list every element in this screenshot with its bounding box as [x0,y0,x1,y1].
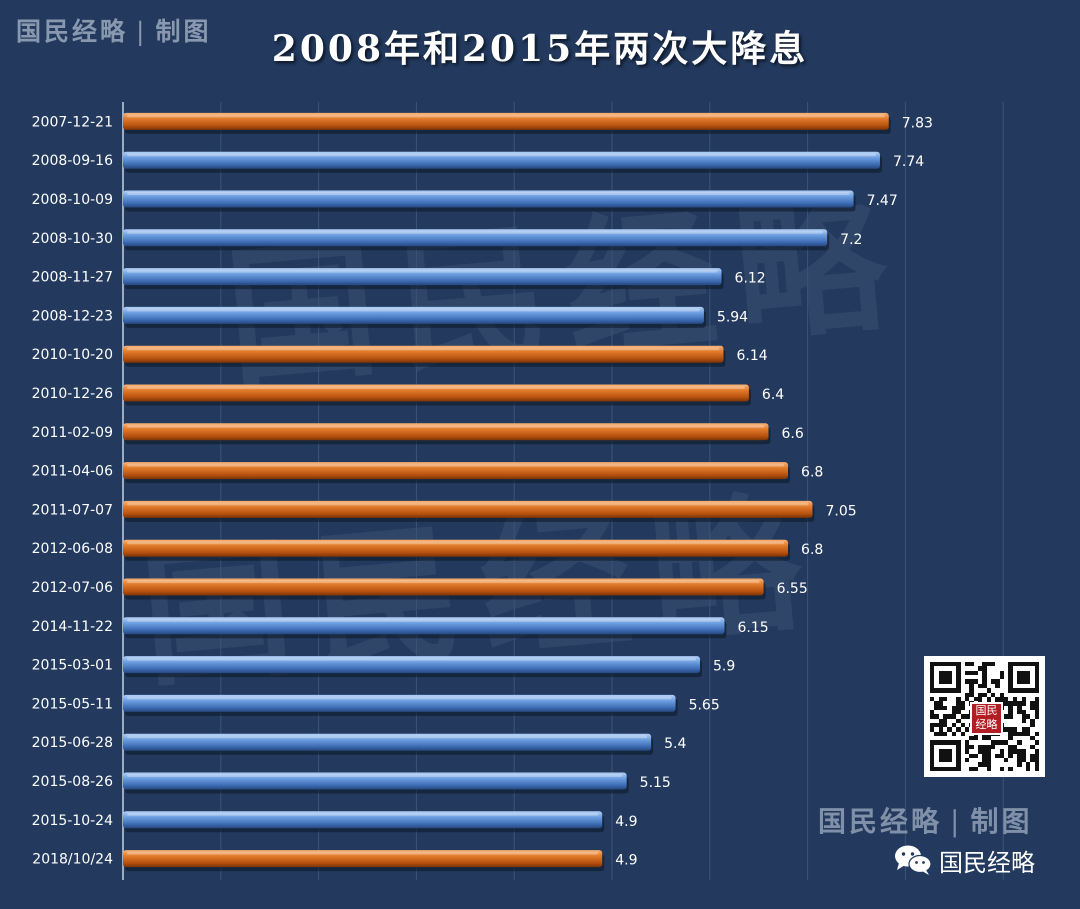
bar-highlight [127,735,648,739]
category-label: 2011-02-09 [32,425,113,441]
value-label: 6.55 [777,581,808,597]
bar [123,539,789,557]
wechat-credit: 国民经略 [893,843,1035,877]
bar-highlight [127,502,809,506]
bar-highlight [127,774,623,777]
value-label: 6.14 [736,348,767,364]
value-label: 5.9 [713,659,735,675]
value-label: 6.15 [737,620,768,636]
qr-seal-logo: 国民经略 [970,702,1003,735]
category-label: 2012-07-06 [32,580,113,596]
bar [123,229,828,247]
bar-highlight [127,696,672,700]
category-label: 2018/10/24 [32,852,113,868]
bar [123,694,676,712]
bar [123,151,880,169]
category-label: 2014-11-22 [32,619,113,635]
bar-highlight [127,386,745,389]
bar-highlight [127,269,718,273]
category-label: 2008-12-23 [32,308,113,324]
bar [123,772,627,790]
bar [123,578,764,596]
grid-lines [220,102,1004,880]
category-label: 2015-08-26 [32,774,113,790]
bar [123,112,889,130]
category-label: 2010-10-20 [32,347,113,363]
bar-highlight [127,812,599,816]
category-label: 2008-11-27 [32,270,113,286]
category-label: 2008-10-30 [32,231,113,247]
value-label: 7.47 [867,193,898,209]
bar-highlight [127,657,697,661]
bar [123,268,722,286]
bar [123,345,724,363]
category-label: 2012-06-08 [32,541,113,557]
wechat-icon [895,845,932,875]
category-label: 2011-04-06 [32,464,113,480]
value-label: 7.83 [902,115,933,131]
category-label: 2007-12-21 [32,114,113,130]
bar [123,656,701,674]
category-label: 2008-10-09 [32,192,113,208]
bar-highlight [127,618,721,622]
brand-name: 国民经略 [818,805,943,838]
value-label: 5.4 [664,736,686,752]
category-label: 2015-05-11 [32,696,113,712]
bars: 2007-12-21 7.83 2008-09-16 7.74 2008-10-09 7.… [32,112,933,872]
bar [123,384,749,402]
bar [123,306,704,324]
bar-highlight [127,580,760,583]
category-label: 2010-12-26 [32,386,113,402]
bar [123,423,769,441]
value-label: 6.8 [801,465,823,481]
value-label: 6.12 [735,271,766,287]
value-label: 4.9 [615,814,637,830]
bar [123,617,725,635]
brand-name: 国民经略 [16,17,129,46]
category-label: 2015-03-01 [32,658,113,674]
bar-highlight [127,192,850,195]
brand-separator: | [950,805,963,838]
value-label: 5.15 [640,775,671,791]
bar-highlight [127,463,785,467]
value-label: 5.65 [689,697,720,713]
value-label: 4.9 [615,853,637,869]
value-label: 7.2 [840,232,862,248]
chart-title: 2008年和2015年两次大降息 [271,28,809,70]
category-label: 2015-10-24 [32,813,113,829]
value-label: 7.74 [893,154,924,170]
value-label: 6.8 [801,542,823,558]
brand-suffix: 制图 [155,17,212,46]
bar-highlight [127,541,785,545]
bar [123,462,789,480]
bar [123,733,652,751]
category-label: 2015-06-28 [32,735,113,751]
value-label: 5.94 [717,309,748,325]
wechat-account-name: 国民经略 [939,848,1035,877]
qr-code: 国民经略 [924,656,1045,777]
brand-credit-top: 国民经略 | 制图 [16,12,211,48]
value-label: 6.4 [762,387,784,403]
bar [123,850,603,868]
bar [123,190,854,208]
bar-highlight [127,424,765,428]
bar-highlight [127,153,876,157]
brand-credit-bottom: 国民经略 | 制图 [818,800,1032,840]
bar-highlight [127,347,720,351]
bar-highlight [127,308,700,312]
value-label: 7.05 [825,503,856,519]
bar-highlight [127,230,824,234]
bar-highlight [127,851,599,855]
bar [123,811,603,829]
category-label: 2008-09-16 [32,153,113,169]
bar-highlight [127,114,885,118]
brand-separator: | [136,17,148,46]
brand-suffix: 制图 [970,805,1033,838]
bar [123,500,813,518]
value-label: 6.6 [781,426,803,442]
category-label: 2011-07-07 [32,502,113,518]
